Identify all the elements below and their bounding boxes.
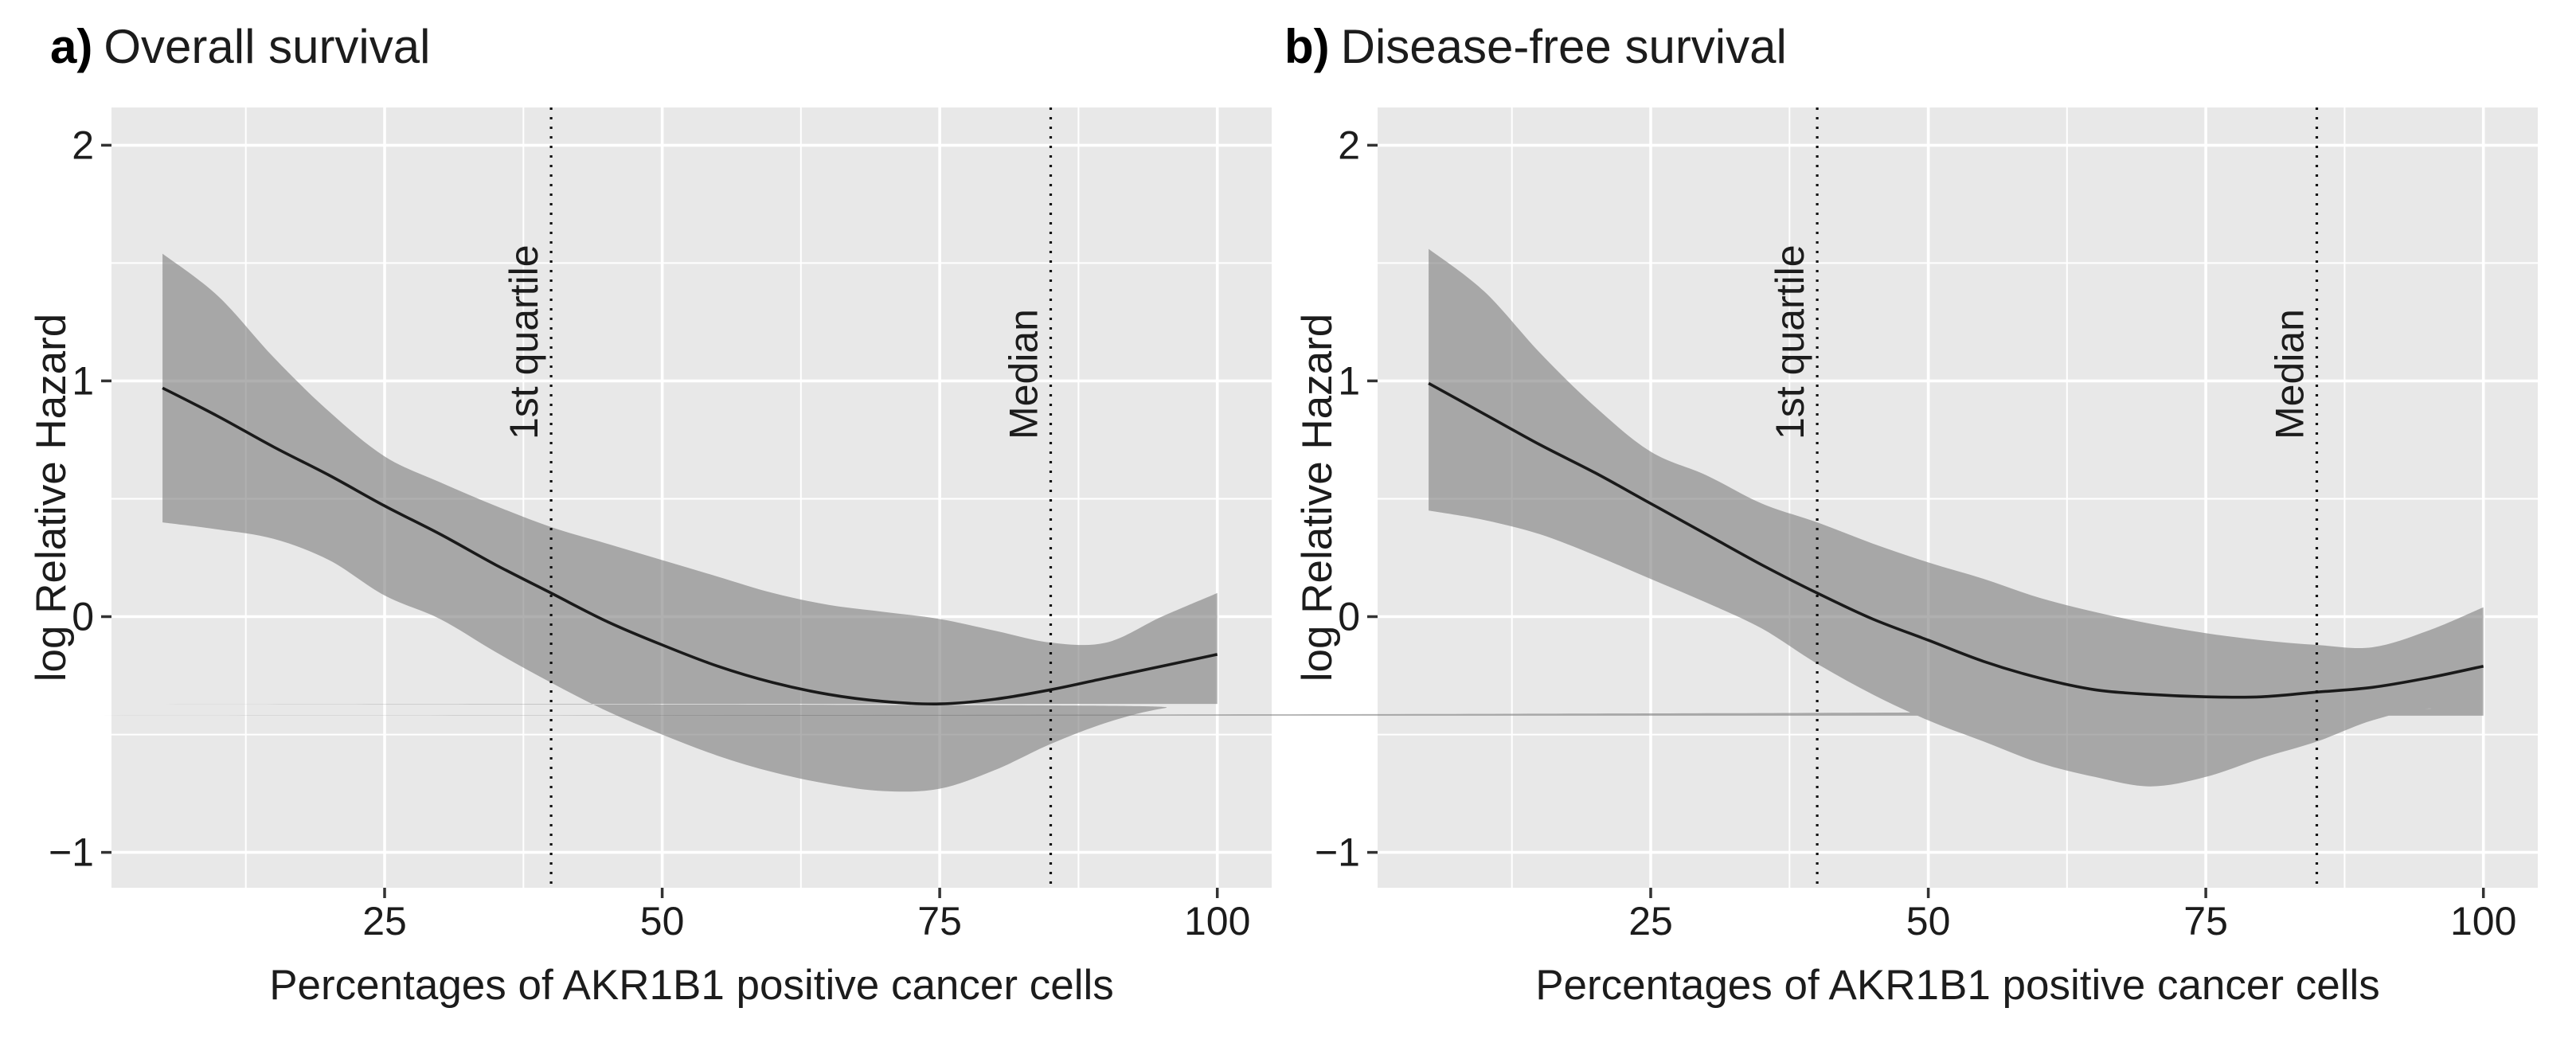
x-axis-title: Percentages of AKR1B1 positive cancer ce…: [269, 962, 1114, 1009]
y-tick-label: 0: [1338, 595, 1360, 639]
x-tick-label: 50: [640, 899, 685, 943]
y-tick-label: 0: [72, 595, 94, 639]
reference-line-label: 1st quartile: [502, 244, 546, 439]
fit-line: [162, 386, 1218, 705]
panel-a: 1st quartile Median 25 50 75 100 2 1 0 −1 Percenta…: [0, 107, 1272, 1009]
confidence-band: [0, 248, 2484, 787]
y-axis-title: log Relative Hazard: [1294, 314, 1341, 682]
x-tick-label: 50: [1906, 899, 1951, 943]
panel-b-label: b): [1284, 20, 1330, 73]
panel-b-title-text: Disease-free survival: [1340, 20, 1787, 73]
y-tick-label: −1: [1315, 830, 1360, 875]
y-tick-label: 2: [1338, 123, 1360, 167]
x-tick-label: 100: [2450, 899, 2516, 943]
x-axis-title: Percentages of AKR1B1 positive cancer ce…: [1535, 962, 2380, 1009]
panel-b-title: b) Disease-free survival: [1284, 19, 1787, 74]
y-tick-label: 1: [1338, 358, 1360, 403]
fit-line: [1428, 381, 2484, 699]
x-tick-label: 100: [1184, 899, 1250, 943]
panel-b: 1st quartile Median 25 50 75 100 2 1 0 −1 Percenta…: [0, 107, 2538, 1009]
x-tick-label: 25: [362, 899, 407, 943]
y-tick-label: 2: [72, 123, 94, 167]
panel-a-title: a) Overall survival: [50, 19, 430, 74]
x-tick-label: 25: [1628, 899, 1673, 943]
y-tick-label: −1: [49, 830, 94, 875]
y-axis-title: log Relative Hazard: [28, 314, 75, 682]
confidence-band: [0, 253, 1218, 792]
reference-line-label: 1st quartile: [1768, 244, 1812, 439]
reference-line-label: Median: [1002, 309, 1046, 439]
y-tick-label: 1: [72, 358, 94, 403]
panel-a-label: a): [50, 20, 93, 73]
x-tick-label: 75: [917, 899, 962, 943]
x-tick-label: 75: [2183, 899, 2228, 943]
reference-line-label: Median: [2268, 309, 2312, 439]
panel-a-title-text: Overall survival: [104, 20, 431, 73]
